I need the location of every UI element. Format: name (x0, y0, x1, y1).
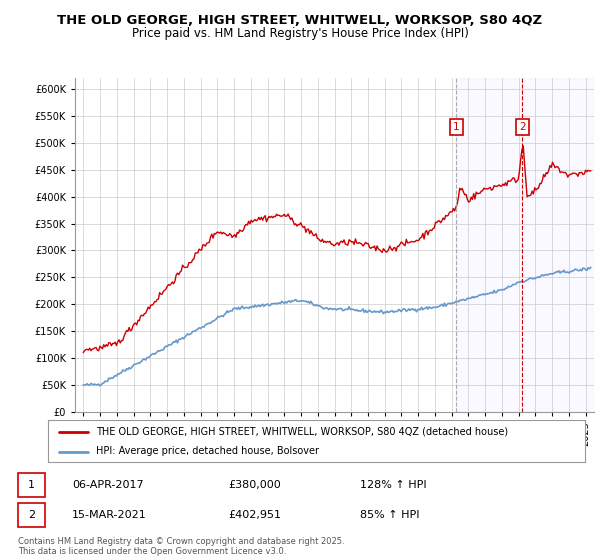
Text: THE OLD GEORGE, HIGH STREET, WHITWELL, WORKSOP, S80 4QZ: THE OLD GEORGE, HIGH STREET, WHITWELL, W… (58, 14, 542, 27)
Text: Contains HM Land Registry data © Crown copyright and database right 2025.
This d: Contains HM Land Registry data © Crown c… (18, 537, 344, 556)
FancyBboxPatch shape (18, 503, 45, 527)
Text: 85% ↑ HPI: 85% ↑ HPI (360, 510, 419, 520)
Text: 128% ↑ HPI: 128% ↑ HPI (360, 480, 427, 490)
Text: £380,000: £380,000 (228, 480, 281, 490)
Text: 06-APR-2017: 06-APR-2017 (72, 480, 143, 490)
FancyBboxPatch shape (18, 473, 45, 497)
Text: HPI: Average price, detached house, Bolsover: HPI: Average price, detached house, Bols… (97, 446, 319, 456)
Text: THE OLD GEORGE, HIGH STREET, WHITWELL, WORKSOP, S80 4QZ (detached house): THE OLD GEORGE, HIGH STREET, WHITWELL, W… (97, 427, 508, 437)
Text: 2: 2 (28, 510, 35, 520)
Text: 1: 1 (453, 122, 460, 132)
Text: Price paid vs. HM Land Registry's House Price Index (HPI): Price paid vs. HM Land Registry's House … (131, 27, 469, 40)
Bar (456, 78, 594, 412)
Text: 2: 2 (519, 122, 526, 132)
Text: 15-MAR-2021: 15-MAR-2021 (72, 510, 147, 520)
Text: £402,951: £402,951 (228, 510, 281, 520)
Text: 1: 1 (28, 480, 35, 490)
